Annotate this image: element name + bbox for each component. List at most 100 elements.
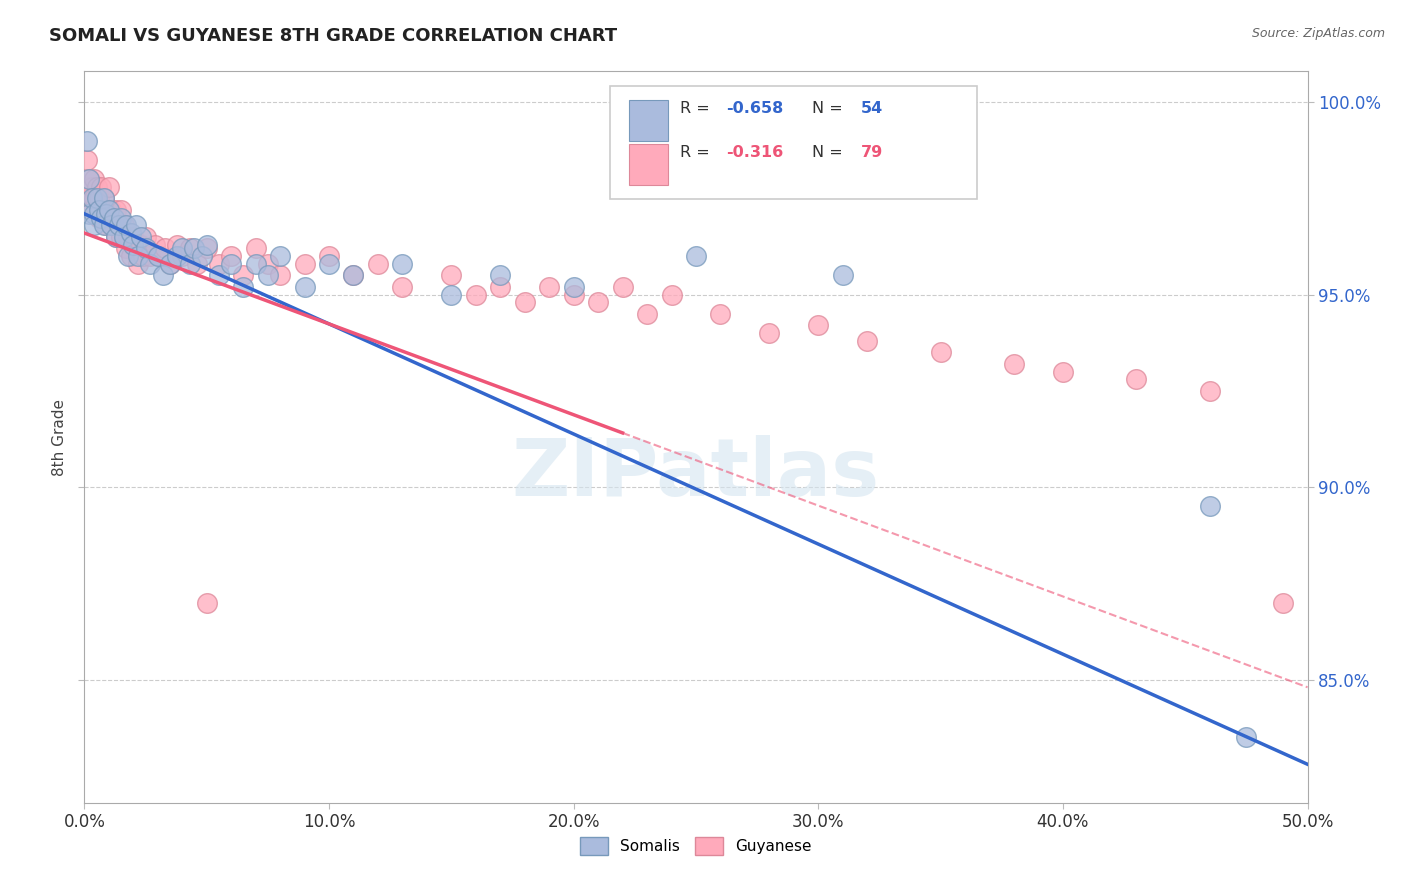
Point <box>97 202 120 217</box>
Text: 54: 54 <box>860 102 883 116</box>
Point <box>1198 500 1220 514</box>
Point <box>139 249 162 263</box>
Point <box>105 202 128 217</box>
Point <box>367 257 389 271</box>
Point <box>440 287 463 301</box>
Point <box>112 219 135 233</box>
Point <box>139 257 162 271</box>
Legend: Somalis, Guyanese: Somalis, Guyanese <box>574 831 818 861</box>
Point <box>183 242 205 256</box>
Point <box>179 242 201 256</box>
Point <box>80 179 103 194</box>
Point <box>195 596 218 610</box>
Point <box>172 249 194 263</box>
Text: Source: ZipAtlas.com: Source: ZipAtlas.com <box>1251 27 1385 40</box>
Point <box>83 191 105 205</box>
Point <box>342 268 364 283</box>
Point <box>107 219 129 233</box>
Point <box>146 249 169 263</box>
Point <box>77 191 100 205</box>
Point <box>93 191 115 205</box>
Point <box>135 242 157 256</box>
Point <box>294 280 316 294</box>
Point <box>97 179 120 194</box>
Point <box>122 230 145 244</box>
Point <box>562 280 585 294</box>
Point <box>152 268 174 283</box>
Point <box>96 202 118 217</box>
Point <box>208 268 231 283</box>
Point <box>391 280 413 294</box>
Text: R =: R = <box>681 145 714 161</box>
Point <box>93 219 115 233</box>
Point <box>112 230 135 244</box>
Point <box>76 179 98 194</box>
Point <box>245 257 267 271</box>
Point <box>257 268 280 283</box>
Point <box>636 307 658 321</box>
FancyBboxPatch shape <box>628 100 668 141</box>
Point <box>831 268 853 283</box>
Point <box>562 287 585 301</box>
Point <box>83 219 105 233</box>
Point <box>110 202 132 217</box>
Point <box>538 280 561 294</box>
Point <box>80 191 103 205</box>
Point <box>90 202 112 217</box>
Point <box>117 249 139 263</box>
Point <box>464 287 486 301</box>
Point <box>758 326 780 340</box>
Point <box>93 191 115 205</box>
Point <box>143 237 166 252</box>
Point <box>195 242 218 256</box>
Point <box>115 219 138 233</box>
Point <box>489 268 512 283</box>
Point <box>172 242 194 256</box>
Point <box>100 202 122 217</box>
Point <box>76 134 98 148</box>
Point <box>294 257 316 271</box>
Text: N =: N = <box>813 102 848 116</box>
Point <box>90 179 112 194</box>
Point <box>86 179 108 194</box>
Point <box>77 207 100 221</box>
Point <box>166 249 188 263</box>
Point <box>586 295 609 310</box>
Point <box>117 230 139 244</box>
FancyBboxPatch shape <box>610 86 977 200</box>
Point <box>132 249 155 263</box>
Point <box>232 280 254 294</box>
Point <box>929 345 952 359</box>
Point <box>166 237 188 252</box>
Point <box>96 219 118 233</box>
Point <box>77 172 100 186</box>
Point <box>149 249 172 263</box>
Point <box>105 230 128 244</box>
FancyBboxPatch shape <box>628 144 668 185</box>
Point <box>219 249 242 263</box>
Y-axis label: 8th Grade: 8th Grade <box>52 399 67 475</box>
Point <box>1198 384 1220 398</box>
Point <box>129 230 152 244</box>
Point <box>685 249 707 263</box>
Point <box>1002 357 1025 371</box>
Point <box>125 237 148 252</box>
Point <box>122 237 145 252</box>
Text: 79: 79 <box>860 145 883 161</box>
Point <box>107 219 129 233</box>
Point <box>159 257 181 271</box>
Point <box>709 307 731 321</box>
Point <box>86 202 108 217</box>
Point <box>232 268 254 283</box>
Point <box>489 280 512 294</box>
Point <box>87 211 110 225</box>
Point <box>612 280 634 294</box>
Point <box>856 334 879 348</box>
Text: -0.658: -0.658 <box>727 102 783 116</box>
Point <box>1236 731 1258 745</box>
Point <box>96 207 118 221</box>
Point <box>245 242 267 256</box>
Point <box>269 249 291 263</box>
Point <box>77 172 100 186</box>
Text: SOMALI VS GUYANESE 8TH GRADE CORRELATION CHART: SOMALI VS GUYANESE 8TH GRADE CORRELATION… <box>49 27 617 45</box>
